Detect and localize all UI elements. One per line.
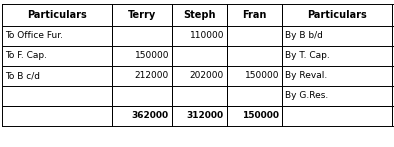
Text: To F. Cap.: To F. Cap. [5,51,47,61]
Text: Steph: Steph [183,10,216,20]
Text: 150000: 150000 [242,112,279,121]
Text: 362000: 362000 [132,112,169,121]
Text: By Reval.: By Reval. [285,71,327,81]
Text: 110000: 110000 [190,31,224,41]
Text: 212000: 212000 [135,71,169,81]
Text: By G.Res.: By G.Res. [285,91,328,101]
Text: 312000: 312000 [187,112,224,121]
Text: By B b/d: By B b/d [285,31,323,41]
Text: By T. Cap.: By T. Cap. [285,51,330,61]
Text: Fran: Fran [242,10,267,20]
Text: 150000: 150000 [134,51,169,61]
Text: Terry: Terry [128,10,156,20]
Text: To B c/d: To B c/d [5,71,40,81]
Text: 202000: 202000 [190,71,224,81]
Text: Particulars: Particulars [27,10,87,20]
Text: Particulars: Particulars [307,10,367,20]
Text: To Office Fur.: To Office Fur. [5,31,63,41]
Text: 150000: 150000 [245,71,279,81]
